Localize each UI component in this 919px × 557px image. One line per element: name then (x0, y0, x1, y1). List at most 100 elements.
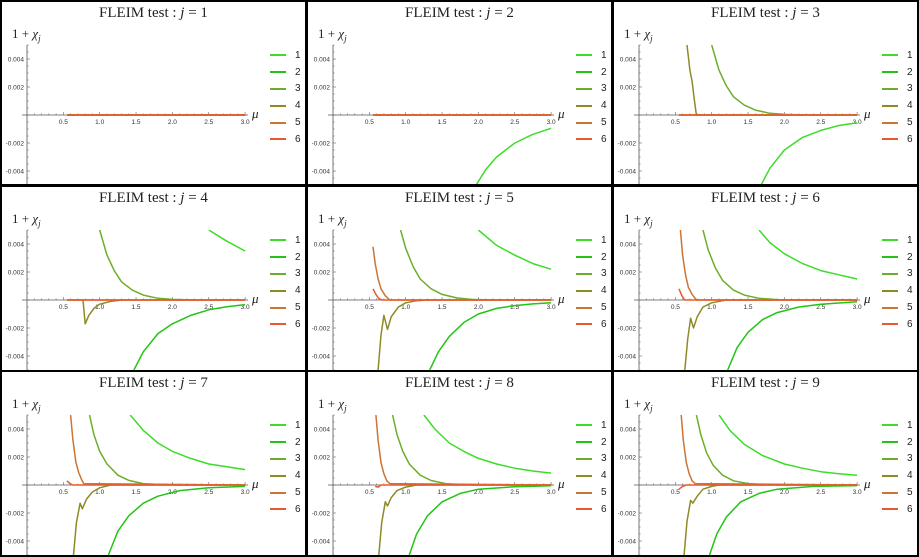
y-tick-label: -0.002 (6, 325, 25, 332)
legend-item-1: 1 (576, 232, 607, 249)
legend-swatch (270, 54, 286, 57)
legend-item-4: 4 (270, 467, 301, 484)
legend-item-3: 3 (270, 81, 301, 98)
legend-label: 3 (601, 268, 607, 280)
legend-label: 5 (295, 302, 301, 314)
legend-item-6: 6 (270, 316, 301, 333)
x-tick-label: 2.0 (474, 304, 483, 311)
legend-swatch (576, 474, 592, 477)
series-2-line (429, 302, 552, 370)
x-tick-label: 1.5 (438, 304, 447, 311)
legend-item-6: 6 (576, 131, 607, 148)
y-tick-label: 0.004 (620, 426, 637, 433)
chart-panel-j-3: 0.5 1.0 1.5 2.0 2.5 3.0 0.004 0.002 -0.002 -0.004… (614, 2, 917, 184)
legend-swatch (576, 54, 592, 57)
legend-label: 4 (907, 285, 913, 297)
legend-item-1: 1 (882, 417, 913, 434)
title-prefix: FLEIM test : (99, 375, 181, 391)
series-3-line (710, 45, 858, 116)
legend-swatch (882, 289, 898, 292)
legend-label: 2 (907, 66, 913, 78)
legend-swatch (882, 272, 898, 275)
legend-item-6: 6 (270, 501, 301, 518)
legend-item-4: 4 (270, 282, 301, 299)
x-tick-label: 1.5 (132, 304, 141, 311)
x-tick-label: 2.0 (780, 119, 789, 126)
legend-swatch (576, 441, 592, 444)
series-4-line (686, 45, 858, 116)
y-tick-label: 0.004 (620, 56, 637, 63)
legend-swatch (882, 138, 898, 141)
legend-swatch (270, 138, 286, 141)
x-tick-label: 0.5 (365, 304, 374, 311)
x-tick-label: 2.5 (816, 489, 825, 496)
y-axis-label: 1 + χj (318, 26, 347, 44)
x-tick-label: 3.0 (241, 119, 250, 126)
y-axis-label: 1 + χj (624, 26, 653, 44)
legend-swatch (576, 289, 592, 292)
x-tick-label: 1.0 (401, 304, 410, 311)
legend-label: 1 (601, 234, 607, 246)
y-tick-label: -0.004 (312, 353, 331, 360)
x-axis-label: μ (864, 106, 871, 121)
legend-swatch (576, 323, 592, 326)
legend-item-2: 2 (882, 64, 913, 81)
title-equals: = 7 (184, 375, 208, 391)
legend-label: 2 (907, 251, 913, 263)
legend-item-2: 2 (576, 64, 607, 81)
x-tick-label: 1.5 (744, 119, 753, 126)
legend-item-5: 5 (270, 299, 301, 316)
y-label-prefix: 1 + (318, 211, 339, 226)
x-tick-label: 0.5 (671, 304, 680, 311)
x-tick-label: 1.0 (401, 489, 410, 496)
series-3-line (98, 230, 246, 301)
legend-label: 4 (601, 285, 607, 297)
chart-panel-j-2: 0.5 1.0 1.5 2.0 2.5 3.0 0.004 0.002 -0.002 -0.004… (308, 2, 611, 184)
series-1-line (129, 415, 246, 471)
title-equals: = 3 (796, 5, 820, 21)
y-label-prefix: 1 + (624, 396, 645, 411)
legend-label: 4 (295, 285, 301, 297)
y-label-subscript: j (38, 33, 41, 44)
x-tick-label: 2.5 (204, 489, 213, 496)
series-6-line (66, 480, 246, 486)
x-tick-label: 2.5 (816, 304, 825, 311)
series-6-line (372, 288, 552, 301)
title-prefix: FLEIM test : (99, 5, 181, 21)
legend-label: 1 (295, 419, 301, 431)
legend-item-6: 6 (270, 131, 301, 148)
x-axis-label: μ (252, 106, 259, 121)
title-prefix: FLEIM test : (99, 190, 181, 206)
legend-swatch (270, 474, 286, 477)
legend: 1 2 3 4 5 6 (270, 47, 301, 148)
legend-swatch (270, 272, 286, 275)
y-label-prefix: 1 + (624, 26, 645, 41)
legend-label: 3 (601, 453, 607, 465)
legend-swatch (576, 138, 592, 141)
series-5-line (69, 415, 246, 486)
series-2-line (708, 484, 858, 555)
y-tick-label: 0.002 (8, 84, 25, 91)
y-label-symbol: χ (338, 26, 345, 41)
title-prefix: FLEIM test : (711, 190, 793, 206)
legend-label: 4 (295, 100, 301, 112)
series-3-line (399, 230, 552, 301)
legend-label: 6 (601, 503, 607, 515)
legend-swatch (270, 289, 286, 292)
legend-item-3: 3 (576, 451, 607, 468)
title-prefix: FLEIM test : (711, 375, 793, 391)
legend-item-2: 2 (576, 434, 607, 451)
x-tick-label: 1.0 (707, 489, 716, 496)
chart-panel-j-8: 0.5 1.0 1.5 2.0 2.5 3.0 0.004 0.002 -0.002 -0.004… (308, 372, 611, 555)
x-tick-label: 3.0 (547, 304, 556, 311)
y-tick-label: -0.002 (312, 510, 331, 517)
title-prefix: FLEIM test : (711, 5, 793, 21)
legend-item-6: 6 (576, 316, 607, 333)
legend-item-2: 2 (270, 434, 301, 451)
title-equals: = 5 (490, 190, 514, 206)
title-equals: = 6 (796, 190, 820, 206)
x-tick-label: 2.5 (204, 304, 213, 311)
